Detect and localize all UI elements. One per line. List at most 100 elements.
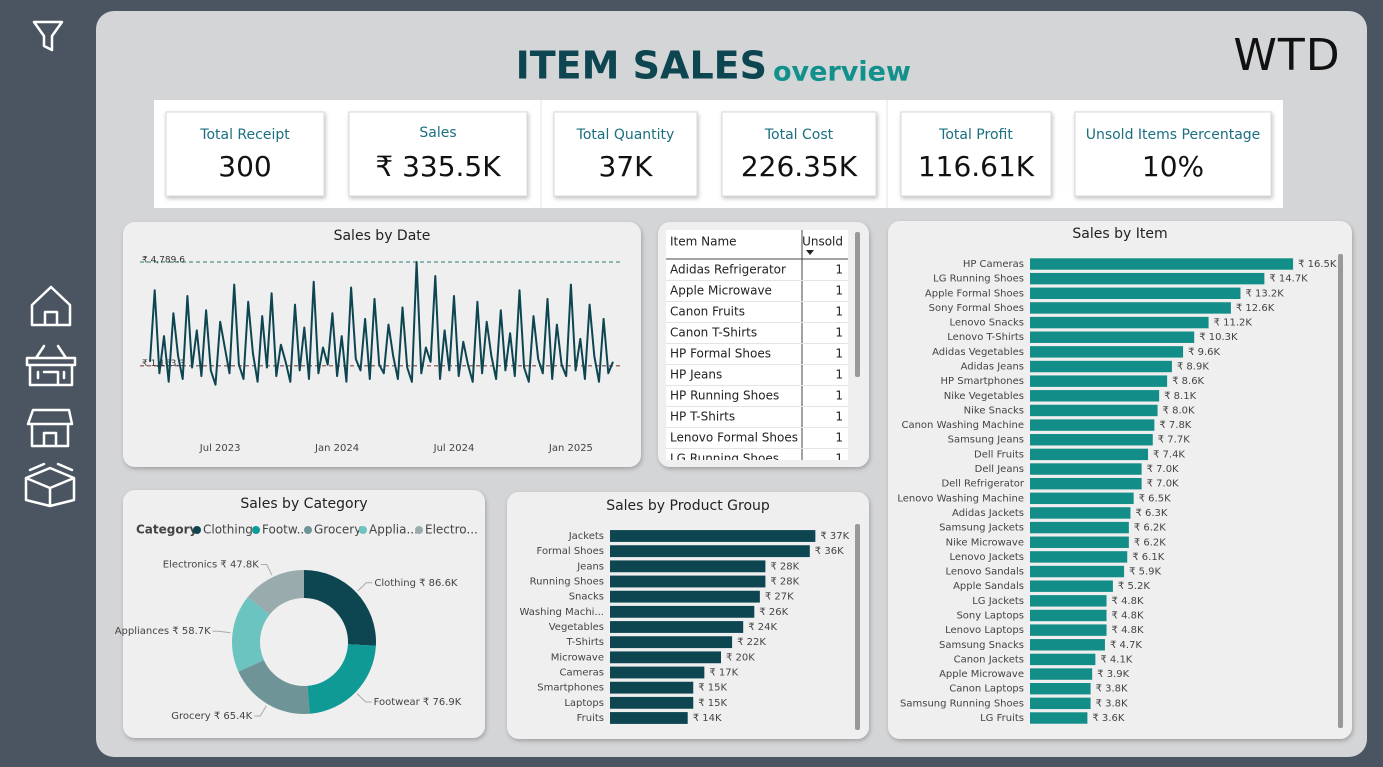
bar	[1030, 419, 1155, 431]
table-area	[666, 230, 848, 460]
data-label: ₹ 7.7K	[1158, 435, 1190, 446]
bar	[1030, 434, 1153, 446]
data-label: ₹ 6.2K	[1134, 523, 1166, 534]
data-label: ₹ 3.8K	[1096, 684, 1128, 695]
bar	[1030, 287, 1241, 300]
bar	[1030, 331, 1195, 343]
legend-label: Applia...	[369, 523, 418, 537]
panel	[123, 222, 641, 467]
kpi-card	[721, 111, 877, 197]
data-label: ₹ 6.3K	[1135, 508, 1167, 519]
data-label: ₹ 15K	[698, 698, 727, 709]
column-header: Unsold	[802, 235, 843, 249]
donut-slice	[304, 570, 377, 646]
cell: 1	[835, 284, 843, 298]
data-label: ₹ 15K	[698, 683, 727, 694]
data-label: ₹ 8.0K	[1163, 405, 1195, 416]
data-label: ₹ 36K	[815, 546, 844, 557]
data-label: ₹ 27K	[765, 592, 794, 603]
data-label: ₹ 20K	[726, 652, 755, 663]
data-label: ₹ 7.0K	[1147, 479, 1179, 490]
x-tick-label: Jul 2024	[433, 443, 475, 454]
bar	[1030, 639, 1105, 651]
category-label: HP Cameras	[963, 259, 1024, 270]
data-label: Footwear ₹ 76.9K	[374, 697, 462, 708]
filter-icon[interactable]	[32, 20, 64, 52]
data-label: ₹ 6.1K	[1132, 552, 1164, 563]
bar	[1030, 609, 1107, 622]
category-label: LG Fruits	[980, 713, 1024, 724]
kpi-card	[900, 111, 1052, 197]
bar	[610, 636, 733, 649]
category-label: Lenovo T-Shirts	[947, 332, 1024, 343]
legend-label: Grocery	[314, 523, 361, 537]
bar	[1030, 551, 1128, 563]
home-icon[interactable]	[30, 285, 72, 327]
data-label: ₹ 4.7K	[1110, 640, 1142, 651]
bar	[1030, 258, 1294, 270]
cell: 1	[835, 305, 843, 319]
cell: 1	[835, 452, 843, 466]
bar	[1030, 375, 1168, 387]
category-label: Canon Laptops	[949, 684, 1024, 695]
category-label: Sony Laptops	[956, 610, 1024, 621]
scrollbar[interactable]	[1338, 254, 1343, 728]
cell: Adidas Refrigerator	[670, 263, 786, 277]
data-label: ₹ 7.0K	[1147, 464, 1179, 475]
legend-swatch	[359, 526, 367, 534]
category-label: Sony Formal Shoes	[929, 303, 1024, 314]
category-label: Dell Jeans	[975, 464, 1024, 475]
bar	[1030, 507, 1131, 519]
kpi-label: Sales	[419, 125, 456, 141]
bar	[1030, 477, 1142, 490]
data-label: ₹ 12.6K	[1236, 303, 1275, 314]
bar	[1030, 595, 1107, 607]
category-label: Nike Microwave	[946, 537, 1024, 548]
scrollbar[interactable]	[855, 524, 860, 730]
bar	[610, 605, 755, 618]
legend-label: Electro...	[425, 523, 478, 537]
bar	[1030, 302, 1231, 314]
data-label: Clothing ₹ 86.6K	[374, 578, 458, 589]
category-label: Dell Fruits	[974, 449, 1024, 460]
bar	[1030, 316, 1209, 329]
bar	[1030, 360, 1172, 373]
data-label: ₹ 24K	[748, 622, 777, 633]
bar	[1030, 404, 1158, 417]
category-label: Washing Machi...	[520, 607, 604, 618]
category-label: Adidas Jeans	[961, 362, 1024, 373]
kpi-card	[1074, 111, 1272, 197]
kpi-card	[165, 111, 325, 197]
category-label: Samsung Snacks	[939, 640, 1024, 651]
box-icon[interactable]	[24, 462, 76, 508]
category-label: LG Jackets	[972, 596, 1024, 607]
cell: 1	[835, 263, 843, 277]
bar	[1030, 536, 1129, 548]
leader-line	[357, 582, 373, 592]
sidebar	[24, 20, 77, 508]
category-label: Samsung Jackets	[939, 523, 1024, 534]
logo: WTD	[1233, 30, 1340, 81]
category-label: Snacks	[569, 592, 604, 603]
title: ITEM SALES	[516, 44, 767, 88]
legend-label: Clothing	[203, 523, 253, 537]
bar	[1030, 463, 1142, 475]
data-label: ₹ 4.8K	[1112, 625, 1144, 636]
chart-title: Sales by Date	[334, 228, 431, 244]
basket-icon[interactable]	[25, 344, 77, 387]
bar	[610, 696, 694, 709]
data-label: ₹ 5.9K	[1129, 567, 1161, 578]
category-label: Adidas Vegetables	[932, 347, 1024, 358]
data-label: Electronics ₹ 47.8K	[163, 559, 259, 570]
category-label: Lenovo Snacks	[949, 318, 1024, 329]
kpi-value: 10%	[1142, 150, 1204, 183]
store-icon[interactable]	[26, 408, 74, 448]
category-label: Microwave	[551, 652, 604, 663]
scrollbar[interactable]	[855, 232, 860, 377]
bar	[1030, 390, 1160, 402]
cell: 1	[835, 326, 843, 340]
bar	[1030, 272, 1265, 285]
bar	[1030, 668, 1093, 680]
category-label: HP Smartphones	[941, 376, 1024, 387]
leader-line	[260, 563, 273, 576]
